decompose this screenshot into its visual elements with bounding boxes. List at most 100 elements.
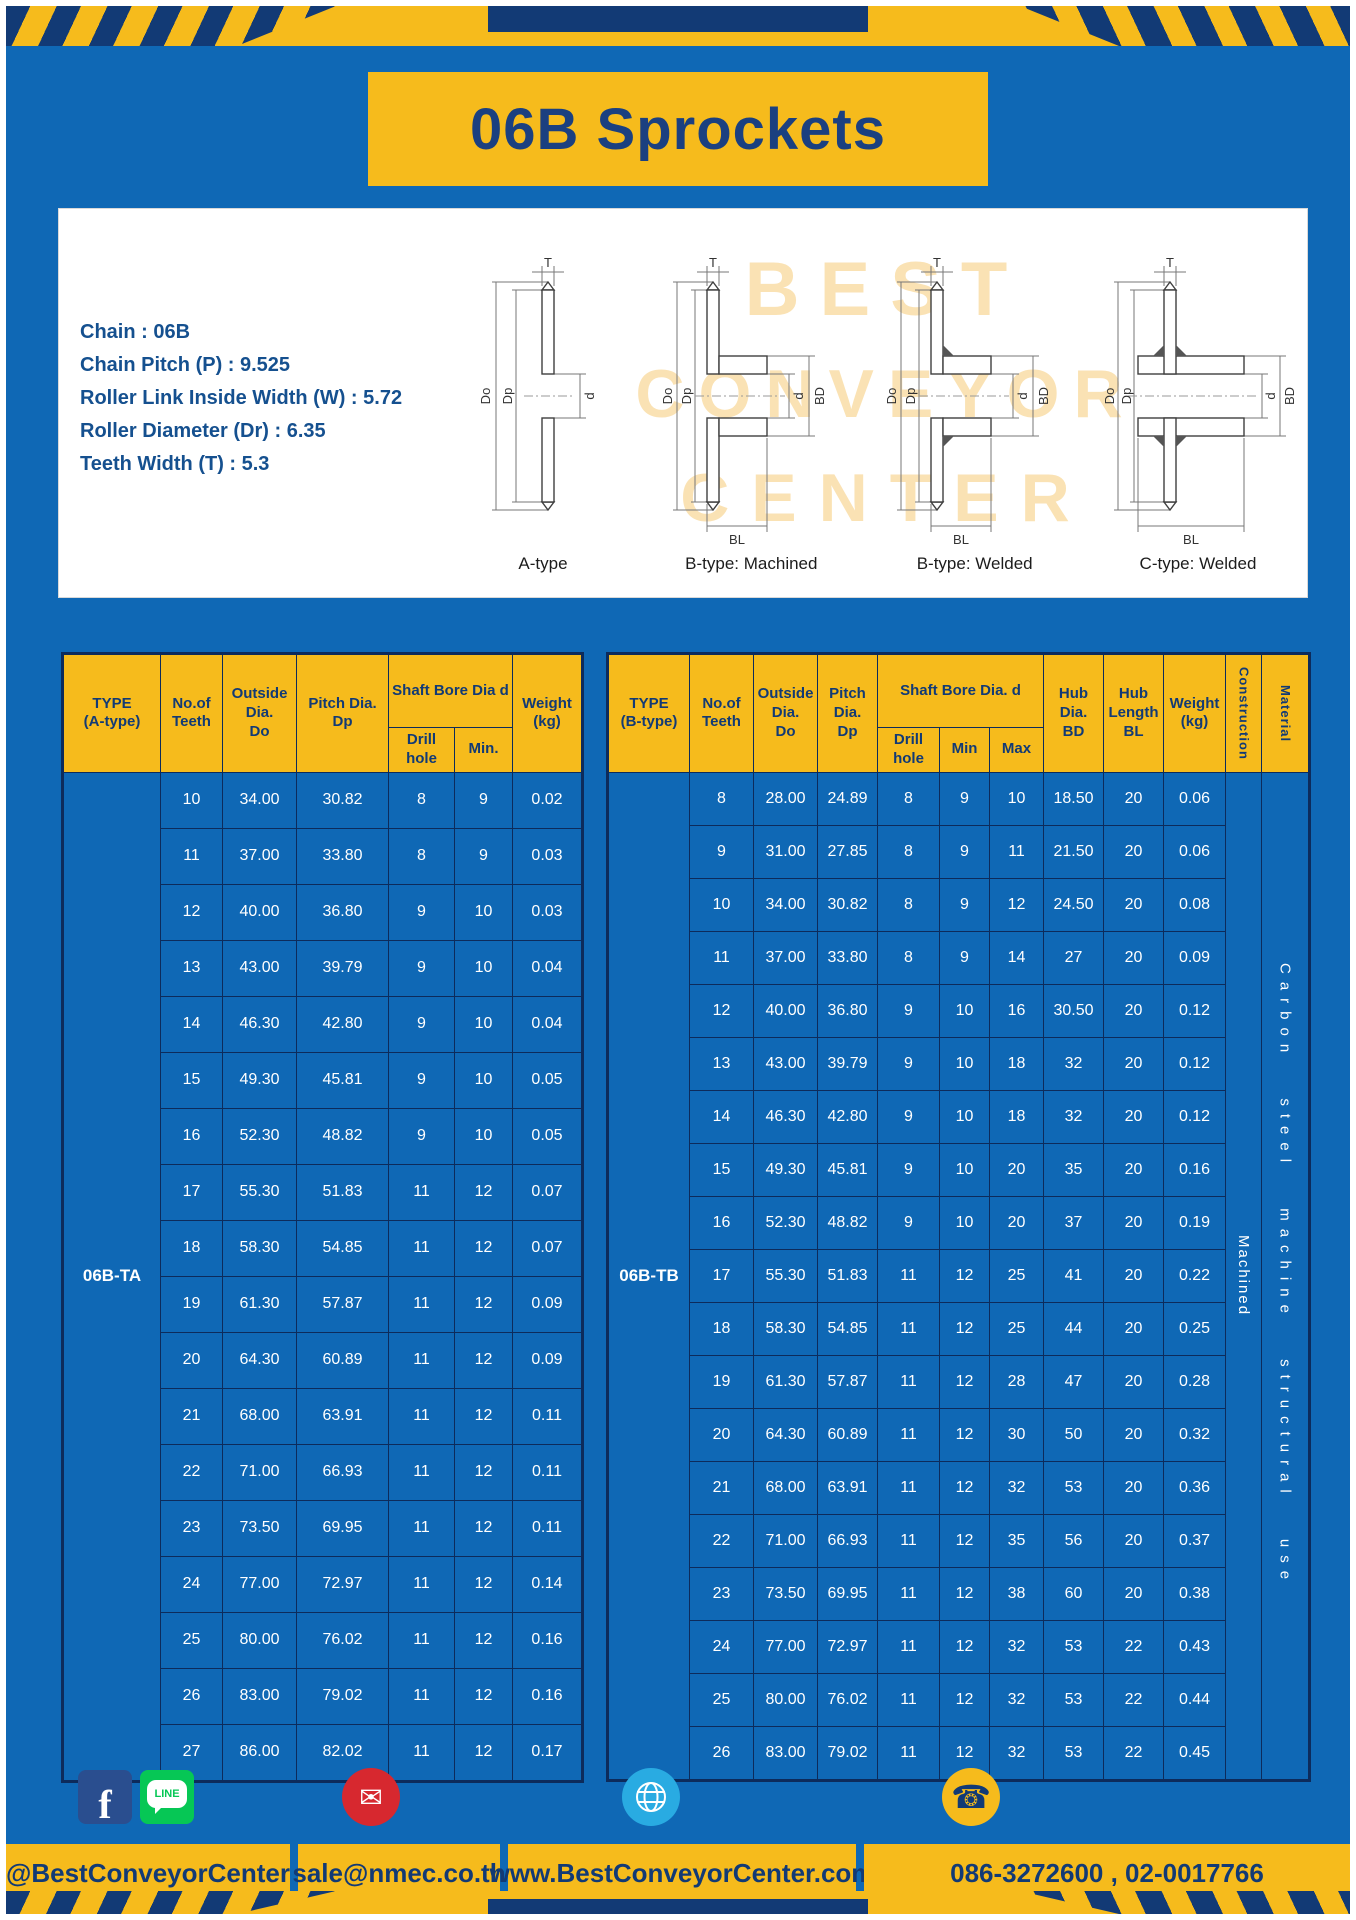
email-icon: ✉	[342, 1768, 400, 1826]
header-row: TYPE (A-type) No.of Teeth Outside Dia. Do P…	[62, 653, 583, 773]
diagram-b-type-welded: T Do Dp d BD BL B-type: Welded	[875, 252, 1075, 584]
table-cell: 47	[1043, 1354, 1105, 1409]
phone-glyph: ☎	[951, 1779, 991, 1815]
table-cell: 32	[988, 1619, 1045, 1674]
hazard-stripes-right	[1020, 1891, 1350, 1914]
table-cell: 0.02	[512, 771, 583, 829]
table-cell: 49.30	[753, 1142, 818, 1197]
table-cell: 53	[1043, 1725, 1105, 1781]
dimension-label-t: T	[933, 255, 941, 270]
facebook-icon: f	[78, 1770, 132, 1825]
table-cell: 11	[388, 1163, 455, 1221]
table-cell: 20	[1103, 983, 1165, 1038]
dimension-label-dp: Dp	[679, 388, 694, 405]
table-cell: 50	[1043, 1407, 1105, 1462]
table-cell: 34.00	[753, 877, 818, 932]
table-row: 20 64.30 60.89 11 12 30 50 20 0.32	[608, 1407, 1310, 1462]
table-cell: 8	[388, 827, 455, 885]
table-cell: 11	[388, 1499, 455, 1557]
table-cell: 30.50	[1043, 983, 1105, 1038]
table-cell: 0.06	[1163, 771, 1227, 826]
sprocket-diagrams: T Do Dp d A-type	[458, 220, 1298, 584]
table-cell: 26	[689, 1725, 754, 1781]
table-cell: 22	[160, 1443, 223, 1501]
table-row: 10 34.00 30.82 8 9 12 24.50 20 0.08	[608, 877, 1310, 932]
bottom-hazard-bar	[6, 1891, 1350, 1914]
table-row: 22 71.00 66.93 11 12 35 56 20 0.37	[608, 1513, 1310, 1568]
column-header: TYPE (B-type)	[607, 653, 690, 773]
table-cell: 20	[1103, 930, 1165, 985]
dimension-label-bl: BL	[953, 532, 969, 547]
table-cell: 16	[988, 983, 1045, 1038]
table-cell: 0.12	[1163, 1089, 1227, 1144]
table-cell: 61.30	[222, 1275, 297, 1333]
table-row: 16 52.30 48.82 9 10 0.05	[63, 1107, 583, 1165]
table-cell: 23	[689, 1566, 754, 1621]
table-cell: 40.00	[753, 983, 818, 1038]
table-cell: 60.89	[296, 1331, 389, 1389]
dimension-label-bd: BD	[812, 387, 827, 405]
table-cell: 9	[939, 824, 990, 879]
table-cell: 25	[160, 1611, 223, 1669]
table-cell: 11	[160, 827, 223, 885]
table-cell: 55.30	[753, 1248, 818, 1303]
header-row: TYPE (B-type) No.of Teeth Outside Dia. Do P…	[607, 653, 1311, 773]
column-header: Outside Dia. Do	[753, 653, 818, 773]
table-cell: 20	[1103, 1301, 1165, 1356]
hazard-stripes-right	[1020, 6, 1350, 46]
table-cell: 0.09	[512, 1331, 583, 1389]
chain-specs: Chain : 06B Chain Pitch (P) : 9.525 Roll…	[80, 316, 402, 481]
table-cell: 57.87	[296, 1275, 389, 1333]
table-cell: 33.80	[296, 827, 389, 885]
table-cell: 12	[454, 1667, 513, 1725]
table-cell: 11	[388, 1275, 455, 1333]
table-cell: 14	[689, 1089, 754, 1144]
table-row: 15 49.30 45.81 9 10 20 35 20 0.16	[608, 1142, 1310, 1197]
table-cell: 25	[988, 1248, 1045, 1303]
table-cell: 20	[1103, 1036, 1165, 1091]
table-cell: 0.38	[1163, 1566, 1227, 1621]
table-cell: 20	[1103, 1195, 1165, 1250]
dimension-label-d: d	[1263, 392, 1278, 399]
table-cell: 20	[988, 1195, 1045, 1250]
table-row: 22 71.00 66.93 11 12 0.11	[63, 1443, 583, 1501]
table-cell: 11	[877, 1725, 940, 1781]
diagram-caption: B-type: Machined	[685, 554, 818, 573]
table-cell: 15	[689, 1142, 754, 1197]
table-cell: 12	[454, 1443, 513, 1501]
table-cell: 12	[988, 877, 1045, 932]
table-cell: 44	[1043, 1301, 1105, 1356]
column-header: Outside Dia. Do	[222, 653, 297, 773]
table-row: 25 80.00 76.02 11 12 0.16	[63, 1611, 583, 1669]
table-cell: 22	[1103, 1725, 1165, 1781]
column-header: No.of Teeth	[689, 653, 754, 773]
table-cell: 79.02	[817, 1725, 878, 1781]
construction-header: Construction	[1225, 653, 1263, 773]
table-cell: 9	[454, 771, 513, 829]
table-cell: 12	[939, 1619, 990, 1674]
spec-line: Chain : 06B	[80, 321, 191, 343]
table-cell: 12	[939, 1354, 990, 1409]
diagram-caption: A-type	[518, 554, 568, 573]
table-cell: 71.00	[222, 1443, 297, 1501]
table-cell: 22	[689, 1513, 754, 1568]
table-cell: 37.00	[753, 930, 818, 985]
table-cell: 9	[388, 883, 455, 941]
table-cell: 0.16	[1163, 1142, 1227, 1197]
table-cell: 35	[988, 1513, 1045, 1568]
table-cell: 16	[689, 1195, 754, 1250]
diagram-b-type-machined: T Do Dp d BD BL B-type: Machined	[651, 252, 851, 584]
dimension-label-bd: BD	[1282, 387, 1297, 405]
table-cell: 46.30	[753, 1089, 818, 1144]
table-cell: 83.00	[753, 1725, 818, 1781]
table-cell: 30	[988, 1407, 1045, 1462]
diagram-c-type-welded: T Do Dp d BD BL C-type: Welded	[1098, 252, 1298, 584]
table-cell: 37	[1043, 1195, 1105, 1250]
table-cell: 32	[988, 1460, 1045, 1515]
table-cell: 0.25	[1163, 1301, 1227, 1356]
table-cell: 41	[1043, 1248, 1105, 1303]
table-cell: 12	[160, 883, 223, 941]
table-cell: 11	[689, 930, 754, 985]
table-row: 06B-TA 10 34.00 30.82 8 9 0.02	[62, 771, 583, 1782]
table-row: 23 73.50 69.95 11 12 38 60 20 0.38	[608, 1566, 1310, 1621]
